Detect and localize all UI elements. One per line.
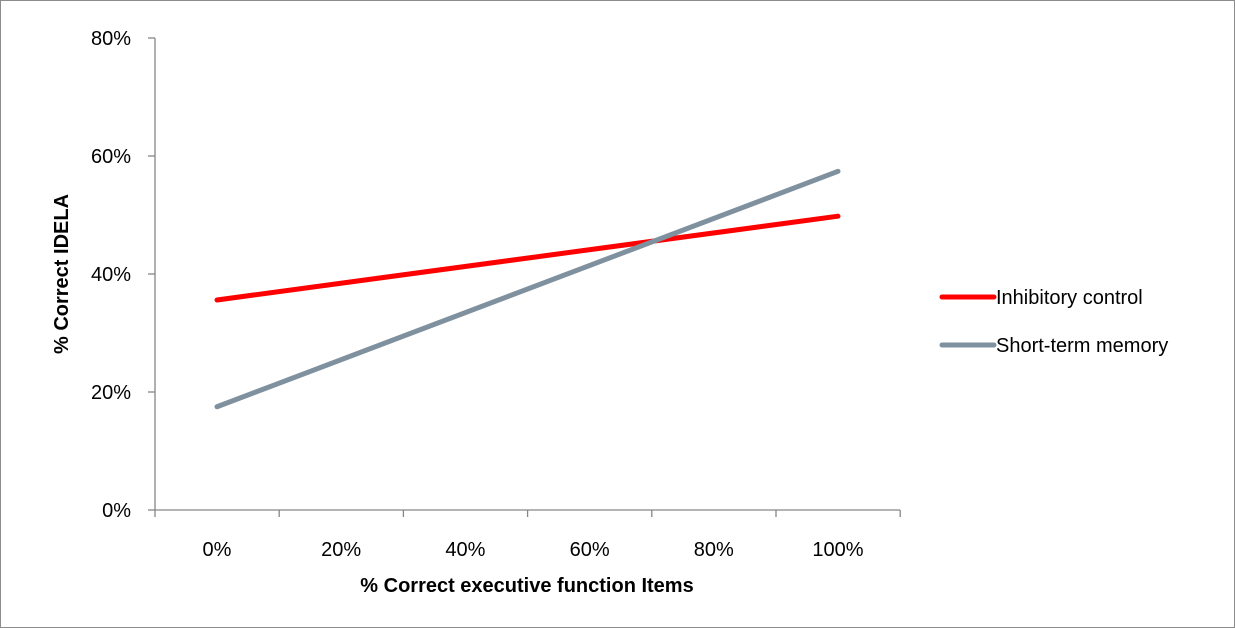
x-tick-label: 60% [570, 539, 610, 561]
y-tick-label: 60% [91, 146, 131, 168]
y-tick-label: 40% [91, 264, 131, 286]
legend-label-2: Short-term memory [996, 335, 1168, 357]
y-tick-label: 20% [91, 382, 131, 404]
plot-area [154, 38, 900, 511]
x-tick-label: 80% [694, 539, 734, 561]
series-line-2 [214, 168, 841, 410]
x-axis-title: % Correct executive function Items [360, 575, 693, 597]
y-axis-title: % Correct IDELA [51, 194, 73, 354]
legend: Inhibitory control Short-term memory [939, 287, 1168, 357]
y-axis: 0% 20% 40% 60% 80% [91, 28, 155, 522]
x-axis: 0% 20% 40% 60% 80% 100% [154, 510, 901, 561]
series-line-1 [214, 213, 841, 303]
x-tick-label: 0% [203, 539, 232, 561]
y-tick-label: 80% [91, 28, 131, 50]
y-tick-label: 0% [102, 500, 131, 522]
legend-label-1: Inhibitory control [996, 287, 1143, 309]
x-tick-label: 100% [812, 539, 863, 561]
x-tick-label: 40% [445, 539, 485, 561]
series-lines [214, 168, 841, 410]
x-tick-label: 20% [321, 539, 361, 561]
